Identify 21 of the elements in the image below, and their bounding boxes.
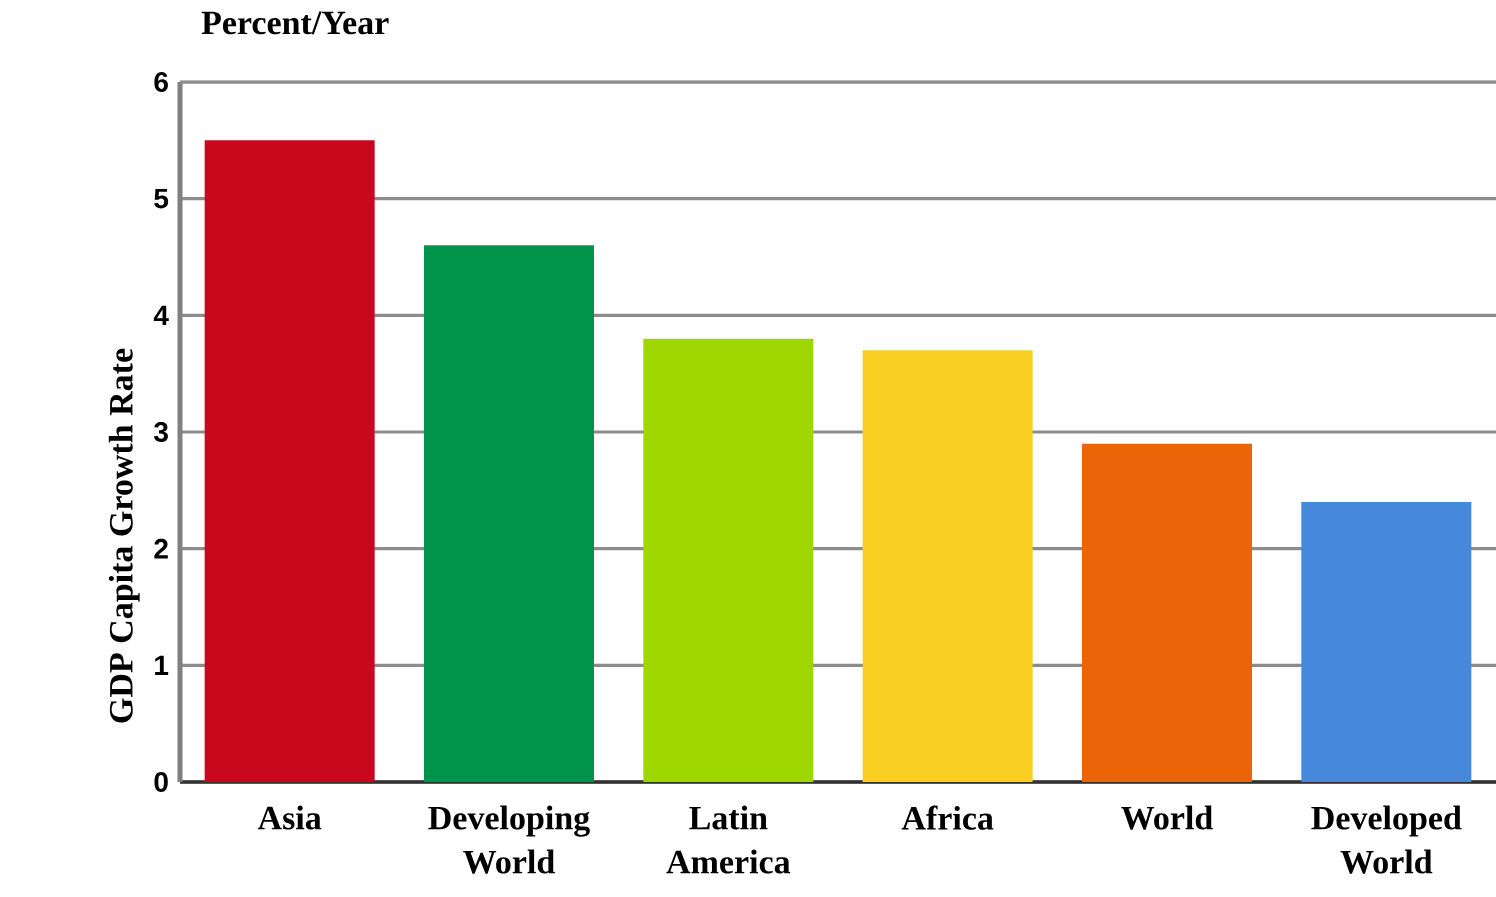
- x-tick-label: Asia: [257, 805, 322, 830]
- y-tick-label: 2: [154, 538, 168, 559]
- bar: [1082, 443, 1253, 782]
- y-tick-label: 4: [153, 305, 169, 325]
- x-tick-label: Africa: [901, 805, 994, 830]
- y-axis-title: GDP Capita Growth Rate: [108, 348, 140, 723]
- bar: [643, 338, 814, 782]
- bar: [1301, 501, 1472, 782]
- bar: [204, 140, 375, 782]
- y-tick-label: 6: [154, 72, 168, 92]
- y-tick-label: 5: [154, 188, 169, 209]
- y-tick-label: 3: [153, 422, 168, 442]
- x-tick-label: World: [1121, 805, 1213, 830]
- chart-title: Percent/Year: [201, 11, 389, 35]
- x-tick-label: Latin America: [666, 805, 791, 874]
- y-tick-label: 0: [154, 772, 168, 792]
- bar: [862, 350, 1033, 782]
- x-tick-label: Developing World: [428, 805, 590, 874]
- y-tick-label: 1: [155, 655, 169, 675]
- bar: [424, 245, 594, 782]
- x-tick-label: Developed World: [1311, 805, 1462, 874]
